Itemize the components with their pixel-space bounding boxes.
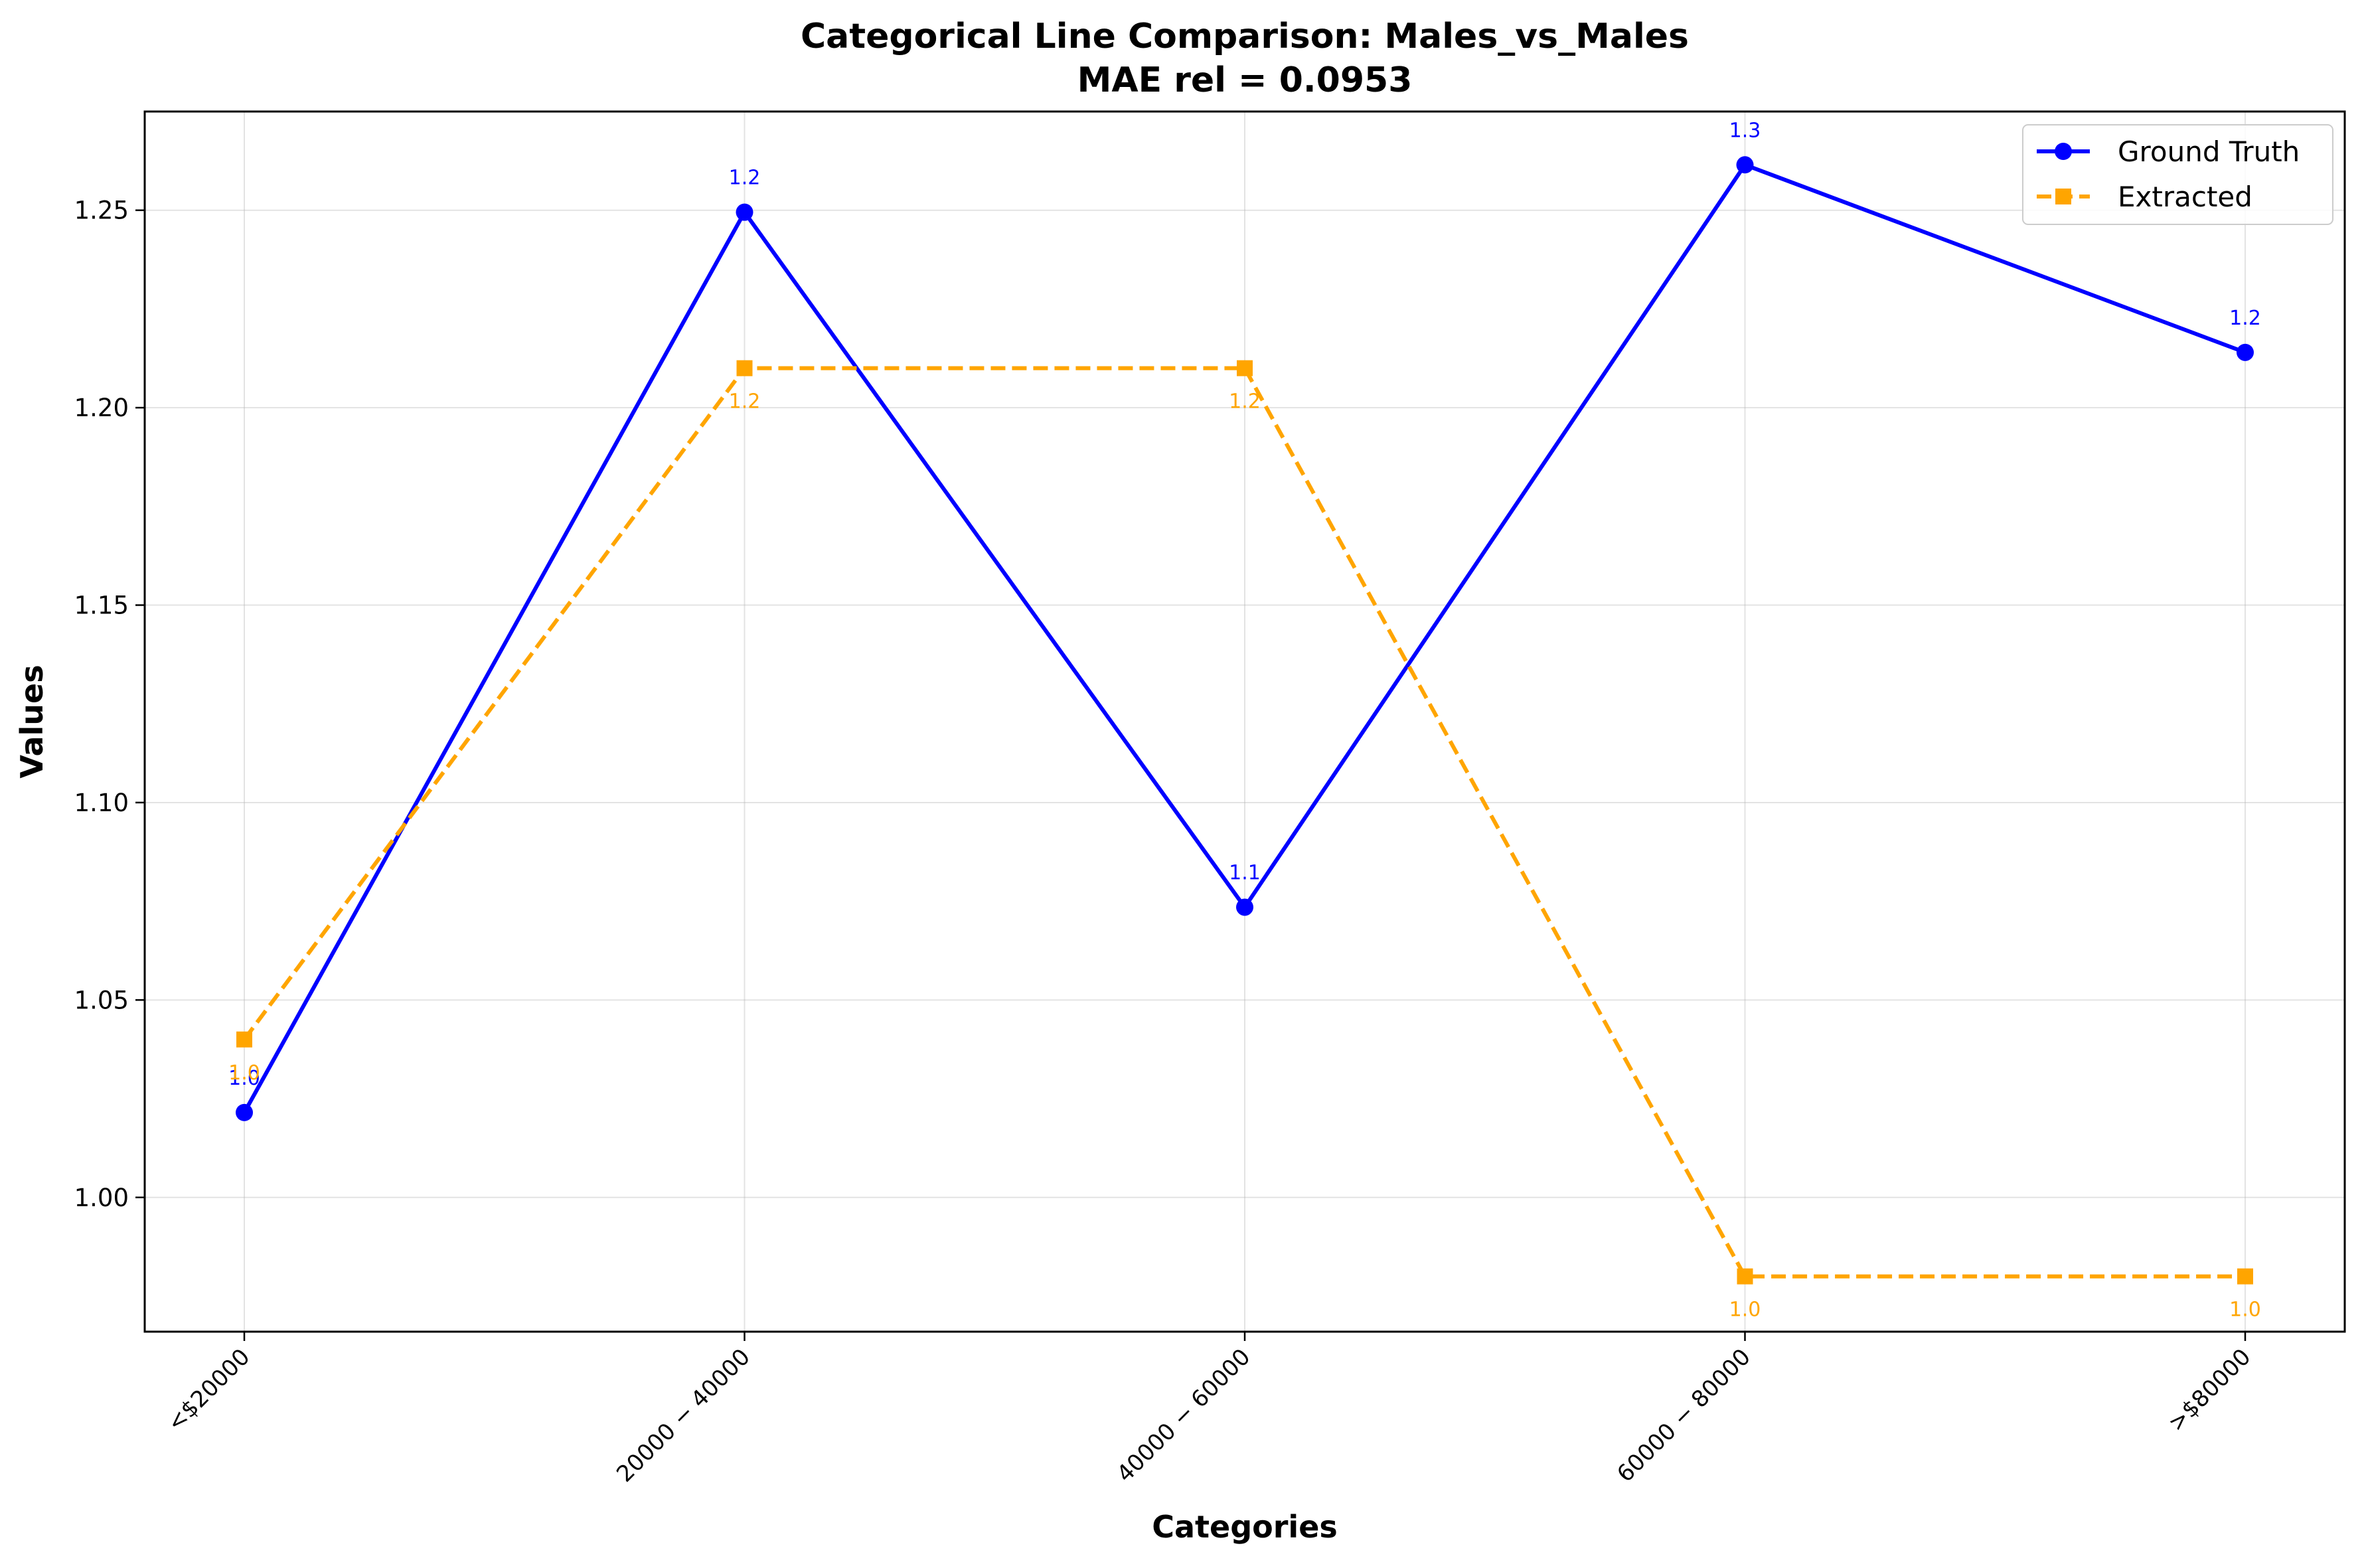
ground-truth-data-label: 1.3 [1729, 119, 1761, 142]
data-labels: 1.01.21.11.31.21.01.2 1.21.0 1.0 [228, 119, 2261, 1321]
ground-truth-point [736, 203, 753, 221]
y-tick-label: 1.10 [74, 789, 129, 817]
ground-truth-data-label: 1.2 [2229, 307, 2261, 330]
extracted-data-label: 1.2 [1229, 390, 1261, 414]
extracted-point [1737, 1268, 1753, 1285]
ground-truth-data-label: 1.1 [1229, 862, 1261, 885]
y-axis-label: Values [14, 665, 50, 778]
ground-truth-point [236, 1103, 253, 1121]
ground-truth-data-label: 1.0 [228, 1067, 260, 1090]
y-tick-label: 1.25 [74, 196, 129, 225]
extracted-point [2237, 1268, 2253, 1285]
extracted-data-label: 1.0 [2229, 1298, 2261, 1322]
extracted-data-label: 1.0 [1729, 1298, 1761, 1322]
ground-truth-data-label: 1.2 [729, 167, 761, 190]
grid-lines [145, 112, 2345, 1332]
y-tick-label: 1.05 [74, 986, 129, 1014]
legend: Ground Truth Extracted [2022, 124, 2333, 225]
ground-truth-point [1736, 156, 1754, 174]
series-layer [236, 156, 2254, 1285]
y-tick-label: 1.00 [74, 1184, 129, 1212]
y-tick-label: 1.20 [74, 394, 129, 422]
y-axis-ticks: 1.00 1.05 1.10 1.15 1.20 1.25 [74, 196, 145, 1212]
legend-ground-truth-marker [2055, 143, 2072, 160]
y-tick-label: 1.15 [74, 591, 129, 620]
ground-truth-point [1236, 898, 1253, 916]
extracted-line [242, 366, 2245, 1279]
extracted-point [736, 360, 753, 376]
extracted-data-label: 1.2 [729, 390, 761, 414]
extracted-point [236, 1031, 252, 1048]
chart-subtitle: MAE rel = 0.0953 [1077, 60, 1413, 100]
ground-truth-point [2237, 343, 2254, 361]
chart-title: Categorical Line Comparison: Males_vs_Ma… [801, 17, 1689, 56]
extracted-point [1237, 360, 1253, 376]
legend-frame [2022, 124, 2333, 225]
legend-extracted-label: Extracted [2118, 181, 2252, 213]
legend-ground-truth-label: Ground Truth [2118, 135, 2300, 168]
extracted-data-label: 1.0 [228, 1061, 260, 1085]
legend-extracted-marker [2055, 189, 2071, 204]
x-axis-label: Categories [1152, 1509, 1338, 1545]
